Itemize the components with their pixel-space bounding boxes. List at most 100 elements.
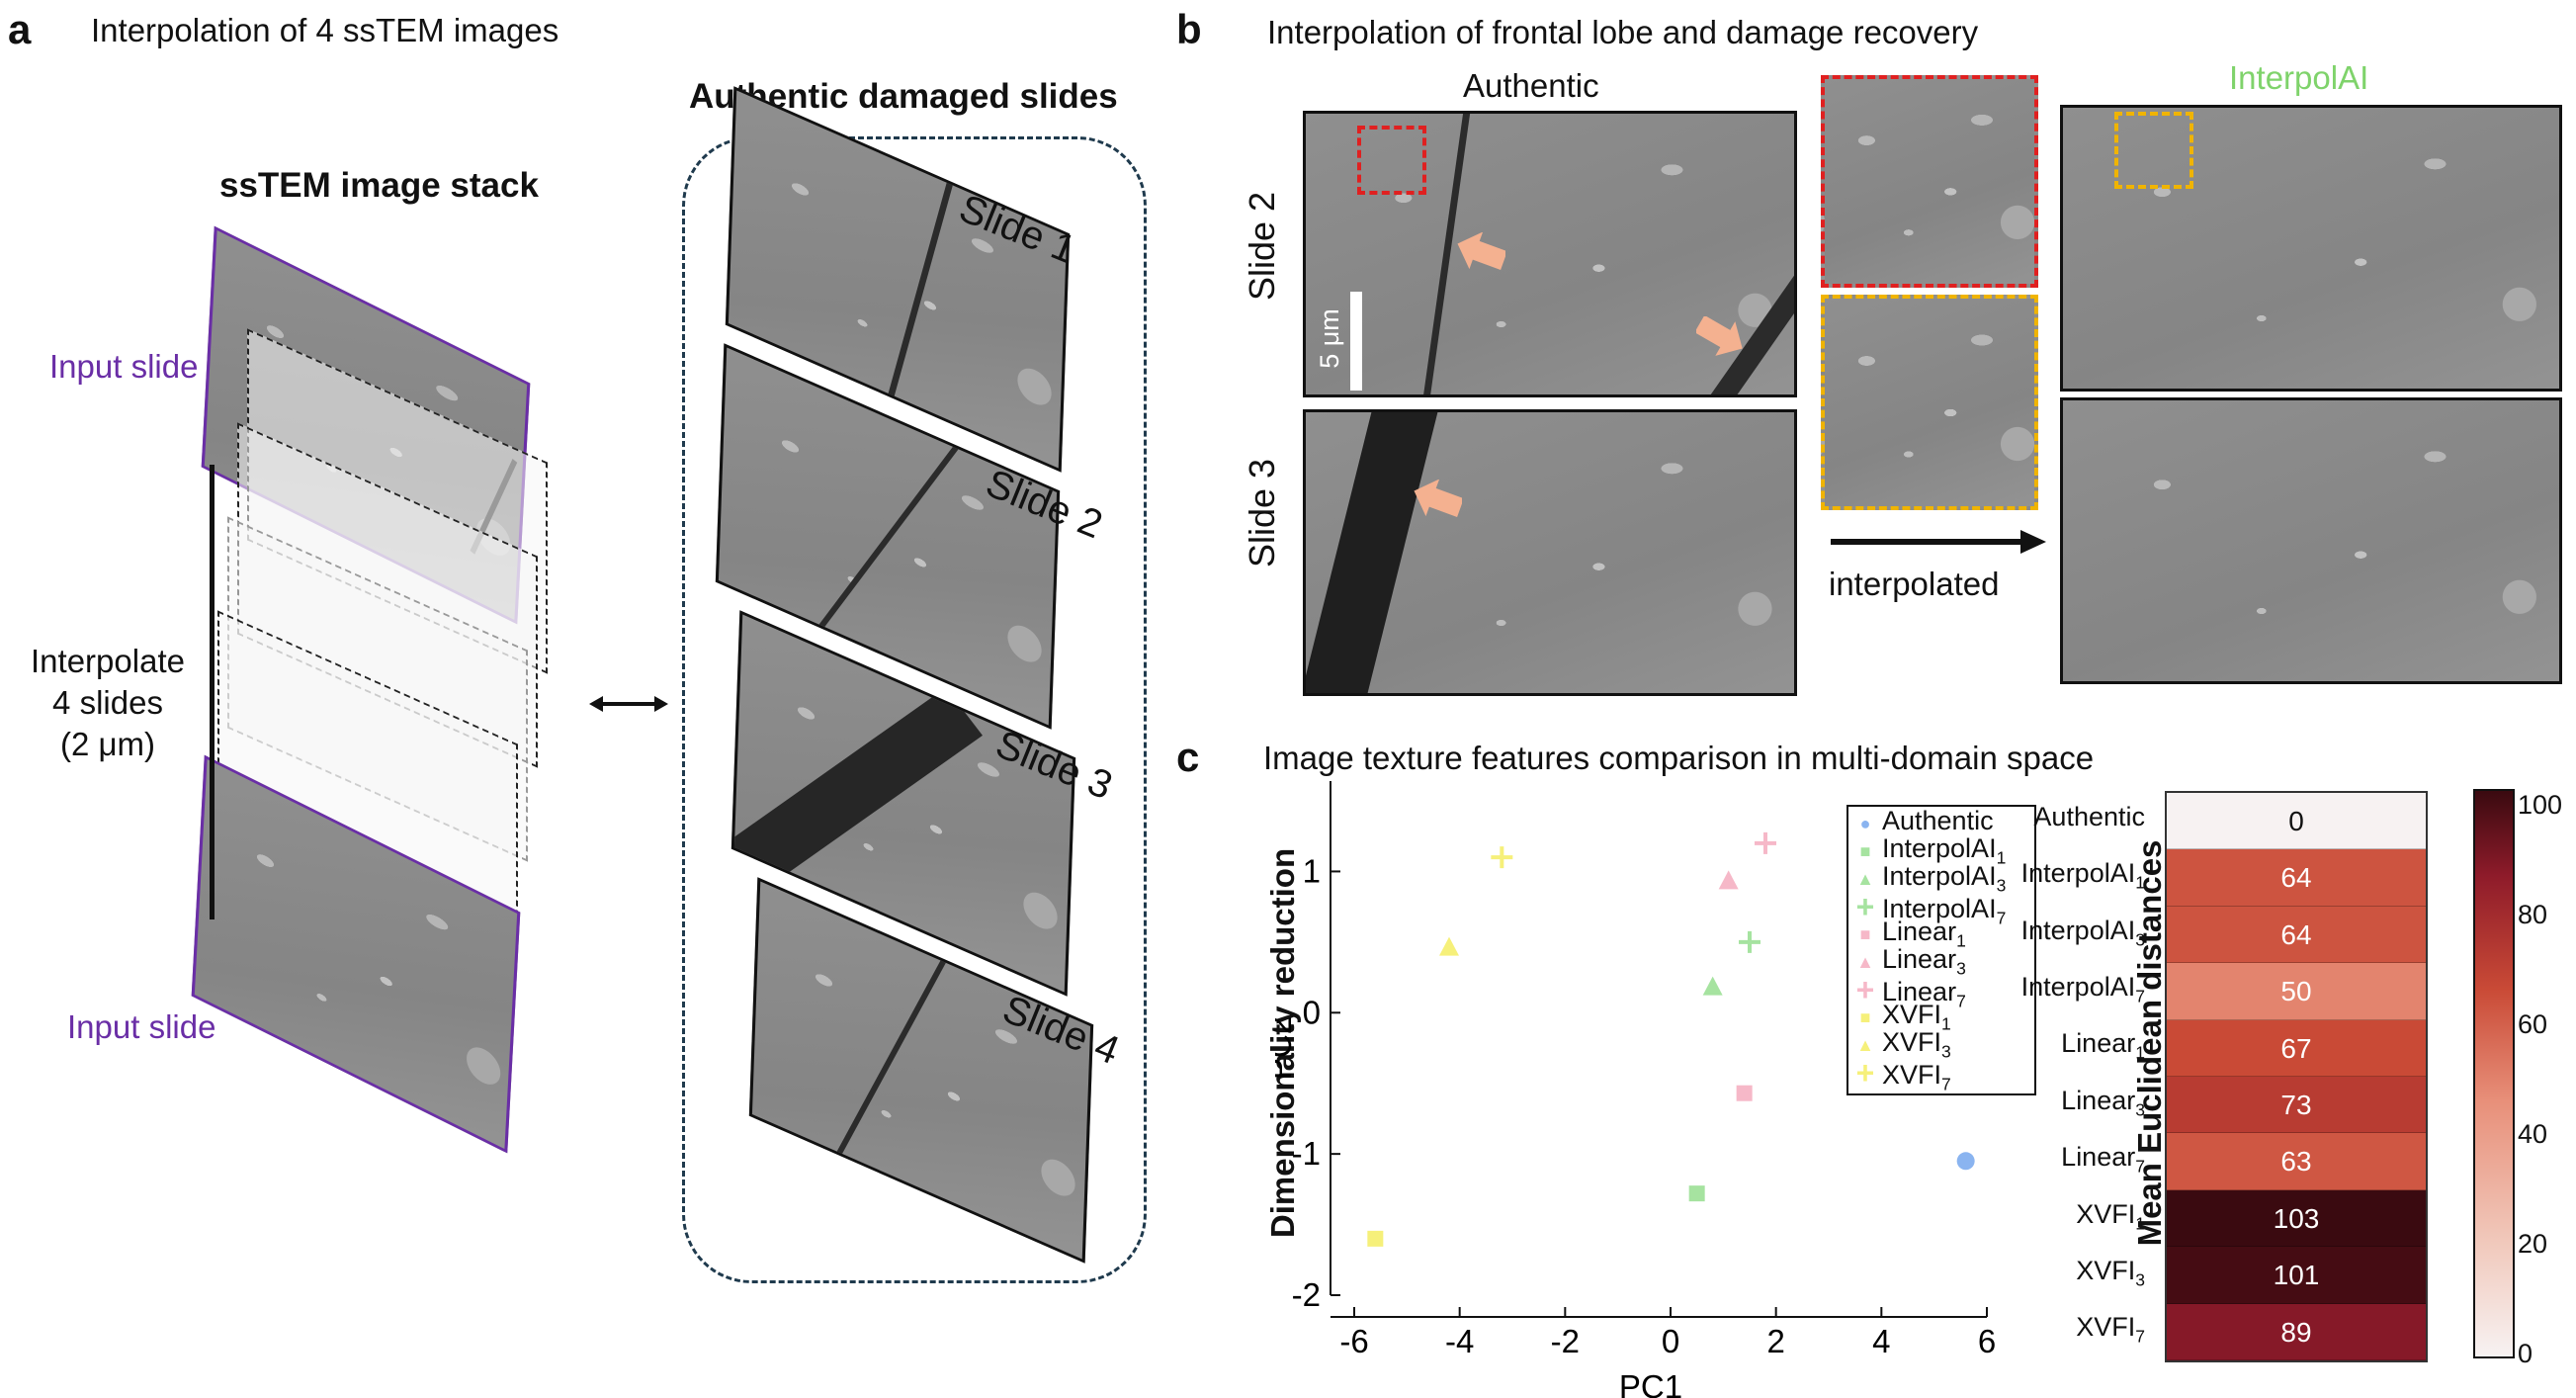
legend-label: Linear	[1882, 917, 1957, 946]
colorbar-tick-label: 20	[2518, 1228, 2548, 1259]
legend-marker-icon: ■	[1859, 841, 1871, 861]
heatmap-row-label: XVFI1	[2076, 1198, 2145, 1233]
legend-label: Linear	[1882, 977, 1957, 1006]
x-tick-label: 6	[1978, 1323, 1996, 1359]
zoom-inset-authentic	[1821, 75, 2038, 288]
heatmap-row-label: InterpolAI3	[2020, 915, 2145, 949]
heatmap-row-label: InterpolAI1	[2020, 858, 2145, 893]
legend-subscript: 7	[1956, 991, 1966, 1011]
legend-subscript: 7	[1996, 908, 2007, 928]
panel-a-letter: a	[8, 6, 32, 52]
x-tick-label: -2	[1551, 1323, 1580, 1359]
colorbar-tick-label: 80	[2518, 899, 2548, 929]
y-tick-label: 1	[1303, 852, 1321, 889]
heatmap-row-labels: Authentic InterpolAI1 InterpolAI3 InterpolA…	[1888, 791, 2155, 1358]
heatmap-row-subscript: 3	[2135, 1099, 2145, 1120]
legend-marker-icon: ▲	[1856, 869, 1874, 889]
y-tick-label: 0	[1303, 994, 1321, 1030]
heatmap-cell: 103	[2167, 1189, 2426, 1248]
colorbar-tick-label: 0	[2518, 1339, 2533, 1368]
x-tick-label: 0	[1662, 1323, 1679, 1359]
interpolate-label-2: 4 slides	[52, 684, 163, 721]
legend-subscript: 1	[1941, 1013, 1951, 1034]
image-stack	[178, 225, 593, 1154]
legend-label: XVFI	[1882, 1027, 1942, 1057]
heatmap-cell: 63	[2167, 1133, 2426, 1190]
colorbar-tick-label: 60	[2518, 1008, 2548, 1039]
legend-marker-icon: ▲	[1856, 1035, 1874, 1055]
interpolated-arrow-icon	[1831, 530, 2046, 559]
legend-marker-icon: ■	[1859, 1007, 1871, 1027]
interpolate-bracket-line	[210, 465, 215, 919]
scatter-point	[1439, 936, 1459, 956]
legend-marker-icon: ▲	[1856, 952, 1874, 972]
stack-title: ssTEM image stack	[219, 166, 539, 205]
legend-marker-icon: +	[1855, 972, 1875, 1007]
heatmap-cell: 50	[2167, 963, 2426, 1020]
y-tick-label: -1	[1292, 1135, 1321, 1172]
heatmap-row-subscript: 3	[2135, 1269, 2145, 1290]
damage-arrow-icon	[1456, 231, 1507, 277]
legend-label: Authentic	[1882, 806, 1994, 835]
scatter-point	[1739, 930, 1760, 953]
heatmap-row-label: Linear3	[2061, 1085, 2145, 1120]
panel-b-title: Interpolation of frontal lobe and damage…	[1267, 14, 1979, 50]
colorbar	[2473, 789, 2515, 1358]
panel-c-title: Image texture features comparison in mul…	[1263, 740, 2095, 776]
red-zoom-box	[1357, 126, 1426, 195]
heatmap-row-subscript: 7	[2135, 986, 2145, 1006]
x-tick-label: 4	[1872, 1323, 1890, 1359]
heatmap-row-label: XVFI3	[2076, 1255, 2145, 1290]
legend-entry: ■ Linear1	[1854, 917, 1966, 951]
heatmap-row-subscript: 3	[2135, 928, 2145, 949]
heatmap-row-subscript: 7	[2135, 1326, 2145, 1347]
heatmap-cell: 0	[2167, 793, 2426, 850]
legend-subscript: 1	[1956, 930, 1966, 951]
legend-subscript: 1	[1996, 847, 2007, 868]
row-slide-3-label: Slide 3	[1242, 458, 1282, 568]
legend-entry: + XVFI7	[1854, 1055, 1951, 1094]
legend-subscript: 3	[1941, 1041, 1951, 1062]
damage-arrow-icon	[1694, 314, 1746, 361]
legend-label: InterpolAI	[1882, 861, 1997, 891]
x-tick-label: -4	[1445, 1323, 1474, 1359]
scatter-point	[1688, 1185, 1705, 1202]
legend-entry: ● Authentic	[1854, 806, 1994, 836]
y-axis-label: PC2	[1275, 1016, 1298, 1080]
interpolated-label: interpolated	[1829, 566, 2000, 602]
authentic-slide-3-image	[1303, 409, 1797, 696]
interpolai-slide-3-image	[2060, 397, 2562, 684]
scatter-point	[1491, 846, 1513, 869]
damaged-slides-box	[682, 136, 1147, 1283]
heatmap-row-subscript: 7	[2135, 1156, 2145, 1177]
heatmap-cell: 89	[2167, 1303, 2426, 1360]
colorbar-tick-label: 40	[2518, 1118, 2548, 1149]
panel-b-letter: b	[1176, 6, 1202, 52]
y-tick-label: -2	[1292, 1276, 1321, 1313]
scatter-point	[1702, 976, 1723, 996]
legend-label: XVFI	[1882, 1060, 1942, 1090]
heatmap-cell: 101	[2167, 1247, 2426, 1304]
damage-arrow-icon	[1413, 479, 1464, 524]
legend-subscript: 7	[1941, 1074, 1951, 1094]
scale-bar-label: 5 μm	[1314, 308, 1344, 369]
pca-scatter-plot: -6 -4 -2 0 2 4 6 1 0 -1 -2 PC1 PC2	[1275, 781, 1996, 1398]
legend-entry: ▲ InterpolAI3	[1854, 861, 2006, 896]
heatmap-cell: 73	[2167, 1077, 2426, 1134]
interpolai-slide-2-image	[2060, 105, 2562, 392]
legend-label: InterpolAI	[1882, 833, 1997, 863]
scatter-point	[1956, 1152, 1975, 1171]
scatter-legend: ● Authentic ■ InterpolAI1 ▲ InterpolAI3 + Inter…	[1846, 805, 2036, 1095]
heatmap-row-subscript: 1	[2135, 1042, 2145, 1063]
distance-heatmap: 0 64 64 50 67 73 63 103 101 89	[2165, 791, 2428, 1362]
legend-subscript: 3	[1956, 958, 1966, 979]
legend-entry: ▲ Linear3	[1854, 944, 1966, 979]
heatmap-row-subscript: 1	[2135, 1212, 2145, 1233]
legend-marker-icon: +	[1855, 1055, 1875, 1091]
legend-marker-icon: ■	[1859, 924, 1871, 944]
heatmap-row-label: Linear1	[2061, 1028, 2145, 1063]
x-tick-label: 2	[1766, 1323, 1784, 1359]
legend-marker-icon: +	[1855, 889, 1875, 924]
x-axis-label: PC1	[1619, 1368, 1682, 1398]
input-slide-top-label: Input slide	[49, 348, 199, 385]
